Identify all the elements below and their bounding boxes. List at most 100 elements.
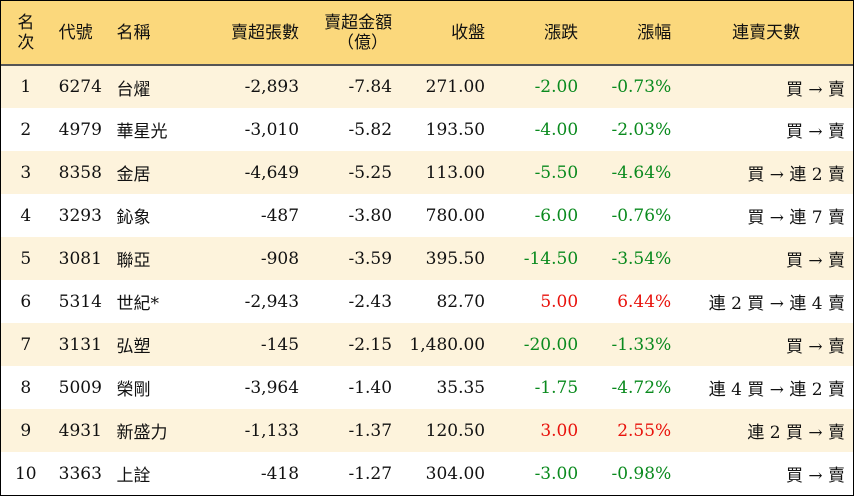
close-cell: 35.35 — [436, 377, 486, 398]
rank-cell: 3 — [20, 162, 32, 183]
change-cell: -6.00 — [534, 205, 579, 226]
change-cell: -3.00 — [534, 463, 579, 484]
table-row[interactable]: 2 4979 華星光 -3,010 -5.82 193.50 -4.00 -2.03% 買 → … — [1, 108, 853, 151]
name-cell: 世紀* — [116, 294, 160, 314]
net-sell-volume-cell: -487 — [260, 205, 300, 226]
name-cell: 聯亞 — [116, 251, 151, 271]
change-cell: 3.00 — [540, 420, 579, 441]
net-sell-volume-cell: -4,649 — [244, 162, 300, 183]
table-row[interactable]: 6 5314 世紀* -2,943 -2.43 82.70 5.00 6.44% 連 2 買 →… — [1, 280, 853, 323]
change-pct-cell: 6.44% — [617, 291, 672, 312]
change-cell: -5.50 — [534, 162, 579, 183]
table-row[interactable]: 3 8358 金居 -4,649 -5.25 113.00 -5.50 -4.64% 買 → 連… — [1, 151, 853, 194]
name-cell: 鈊象 — [116, 208, 151, 228]
change-cell: -14.50 — [523, 248, 579, 269]
change-pct-cell: 2.55% — [617, 420, 672, 441]
close-cell: 82.70 — [436, 291, 486, 312]
code-cell: 3131 — [58, 334, 102, 355]
code-cell: 8358 — [58, 162, 102, 183]
consecutive-days-cell: 買 → 賣 — [785, 337, 845, 357]
change-pct-cell: -0.98% — [611, 463, 672, 484]
header-net-sell-amount-line1: 賣超金額 — [324, 12, 393, 33]
consecutive-days-cell: 連 4 買 → 連 2 賣 — [708, 380, 845, 400]
header-change[interactable]: 漲跌 — [493, 1, 587, 66]
consecutive-days-cell: 買 → 賣 — [785, 79, 845, 100]
net-sell-volume-cell: -418 — [260, 463, 300, 484]
header-consecutive-days[interactable]: 連賣天數 — [679, 1, 853, 66]
table-row[interactable]: 10 3363 上詮 -418 -1.27 304.00 -3.00 -0.98% 買 → 賣 — [1, 452, 853, 495]
header-rank[interactable]: 名次 — [1, 1, 51, 66]
net-sell-volume-cell: -2,893 — [244, 77, 300, 97]
change-pct-cell: -3.54% — [611, 248, 672, 269]
net-sell-volume-cell: -908 — [260, 248, 300, 269]
close-cell: 120.50 — [425, 420, 486, 441]
net-sell-amount-cell: -7.84 — [348, 77, 393, 97]
table-row[interactable]: 8 5009 榮剛 -3,964 -1.40 35.35 -1.75 -4.72% 連 4 買 … — [1, 366, 853, 409]
rank-cell: 10 — [14, 463, 37, 484]
rank-cell: 7 — [20, 334, 32, 355]
header-close[interactable]: 收盤 — [400, 1, 494, 66]
table-row[interactable]: 7 3131 弘塑 -145 -2.15 1,480.00 -20.00 -1.33% 買 → … — [1, 323, 853, 366]
header-name[interactable]: 名稱 — [108, 1, 206, 66]
change-pct-cell: -4.72% — [611, 377, 672, 398]
change-pct-cell: -0.76% — [611, 205, 672, 226]
table-row[interactable]: 9 4931 新盛力 -1,133 -1.37 120.50 3.00 2.55% 連 2 買 … — [1, 409, 853, 452]
name-cell: 華星光 — [116, 122, 168, 142]
net-sell-amount-cell: -5.25 — [348, 162, 393, 183]
change-cell: -4.00 — [534, 119, 579, 140]
change-cell: -20.00 — [523, 334, 579, 355]
net-sell-volume-cell: -145 — [260, 334, 300, 355]
code-cell: 3363 — [58, 463, 102, 484]
consecutive-days-cell: 買 → 賣 — [785, 251, 845, 271]
header-change-pct[interactable]: 漲幅 — [586, 1, 680, 66]
close-cell: 304.00 — [425, 463, 486, 484]
header-code[interactable]: 代號 — [50, 1, 109, 66]
table-header-row: 名次 代號 名稱 賣超張數 賣超金額 （億） 收盤 漲跌 漲幅 連賣天數 — [1, 1, 853, 66]
consecutive-days-cell: 買 → 賣 — [785, 122, 845, 142]
table-row[interactable]: 4 3293 鈊象 -487 -3.80 780.00 -6.00 -0.76% 買 → 連 7… — [1, 194, 853, 237]
name-cell: 新盛力 — [116, 423, 168, 443]
header-net-sell-amount[interactable]: 賣超金額 （億） — [307, 1, 401, 66]
rank-cell: 2 — [20, 119, 32, 140]
net-sell-volume-cell: -1,133 — [244, 420, 300, 441]
consecutive-days-cell: 連 2 買 → 賣 — [747, 423, 845, 443]
table-row[interactable]: 1 6274 台燿 -2,893 -7.84 271.00 -2.00 -0.73% 買 → 賣 — [1, 65, 853, 108]
rank-cell: 1 — [20, 77, 32, 97]
change-cell: -1.75 — [534, 377, 579, 398]
change-pct-cell: -1.33% — [611, 334, 672, 355]
rank-cell: 5 — [20, 248, 32, 269]
change-cell: -2.00 — [534, 77, 579, 97]
code-cell: 6274 — [58, 77, 102, 97]
code-cell: 4979 — [58, 119, 102, 140]
net-sell-volume-cell: -2,943 — [244, 291, 300, 312]
change-cell: 5.00 — [540, 291, 579, 312]
name-cell: 榮剛 — [116, 380, 151, 400]
code-cell: 3293 — [58, 205, 102, 226]
close-cell: 193.50 — [425, 119, 486, 140]
code-cell: 5009 — [58, 377, 102, 398]
consecutive-days-cell: 買 → 連 7 賣 — [747, 208, 845, 228]
consecutive-days-cell: 連 2 買 → 連 4 賣 — [708, 294, 845, 314]
table-row[interactable]: 5 3081 聯亞 -908 -3.59 395.50 -14.50 -3.54% 買 → 賣 — [1, 237, 853, 280]
net-sell-amount-cell: -3.80 — [348, 205, 393, 226]
net-sell-amount-cell: -1.37 — [348, 420, 393, 441]
consecutive-days-cell: 買 → 連 2 賣 — [747, 165, 845, 185]
net-sell-amount-cell: -2.43 — [348, 291, 393, 312]
code-cell: 3081 — [58, 248, 102, 269]
rank-cell: 8 — [20, 377, 32, 398]
net-sell-amount-cell: -3.59 — [348, 248, 393, 269]
name-cell: 金居 — [116, 165, 151, 185]
change-pct-cell: -2.03% — [611, 119, 672, 140]
net-sell-volume-cell: -3,964 — [244, 377, 300, 398]
code-cell: 4931 — [58, 420, 102, 441]
name-cell: 上詮 — [116, 466, 151, 486]
name-cell: 台燿 — [116, 79, 151, 100]
rank-cell: 4 — [20, 205, 32, 226]
change-pct-cell: -0.73% — [611, 77, 672, 97]
close-cell: 113.00 — [425, 162, 486, 183]
close-cell: 395.50 — [425, 248, 486, 269]
header-net-sell-volume[interactable]: 賣超張數 — [205, 1, 308, 66]
net-sell-amount-cell: -2.15 — [348, 334, 393, 355]
code-cell: 5314 — [58, 291, 102, 312]
